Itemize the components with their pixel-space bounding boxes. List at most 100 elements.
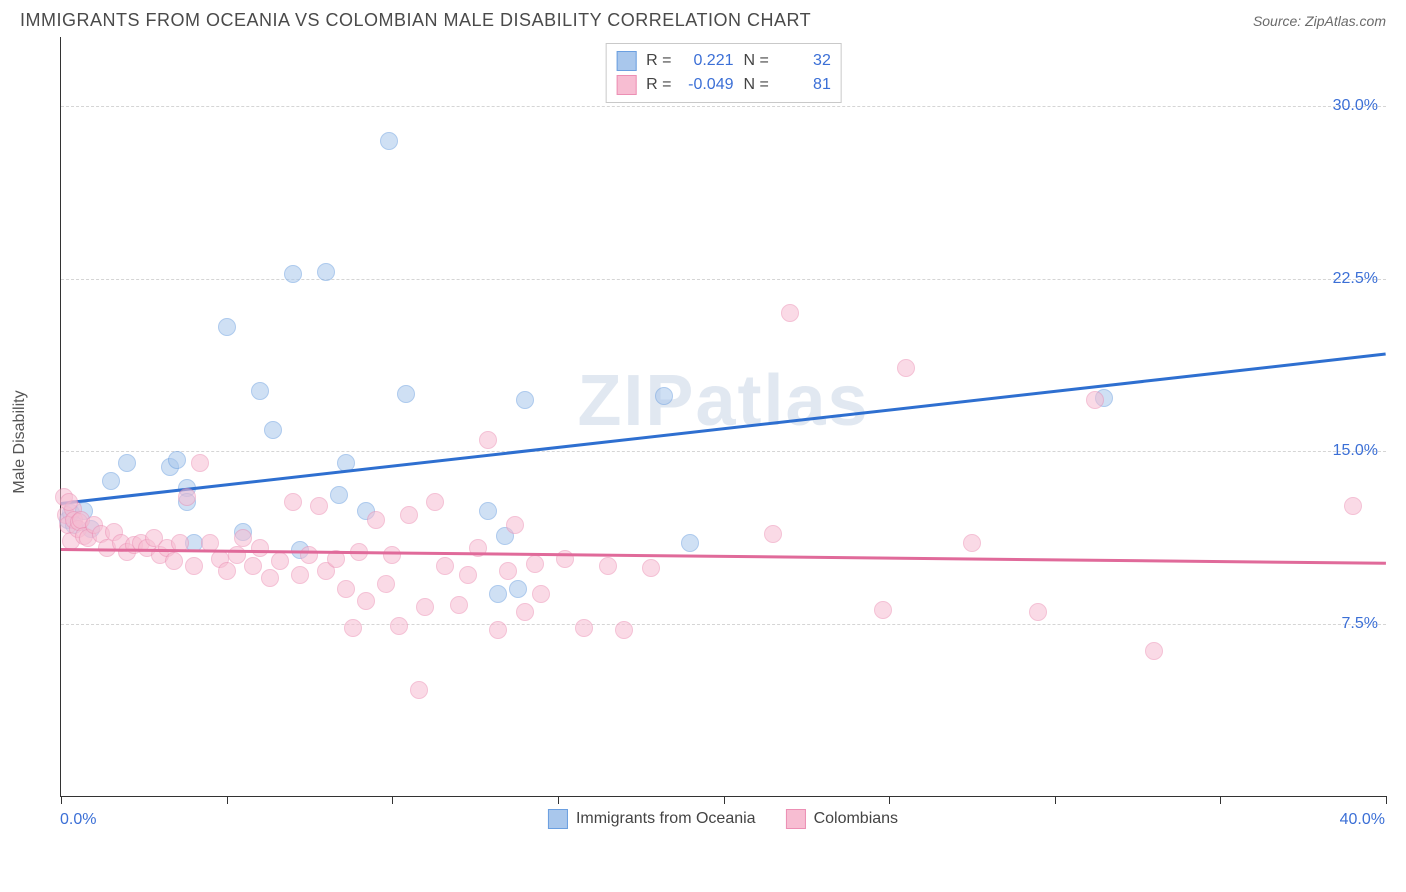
data-point bbox=[344, 619, 362, 637]
data-point bbox=[191, 454, 209, 472]
x-tick-label: 40.0% bbox=[1340, 811, 1385, 829]
data-point bbox=[218, 562, 236, 580]
data-point bbox=[390, 617, 408, 635]
data-point bbox=[426, 493, 444, 511]
legend-swatch bbox=[786, 809, 806, 829]
data-point bbox=[234, 529, 252, 547]
data-point bbox=[317, 263, 335, 281]
x-tick bbox=[558, 796, 559, 804]
y-tick-label: 30.0% bbox=[1333, 97, 1378, 115]
legend-swatch bbox=[616, 75, 636, 95]
x-tick bbox=[227, 796, 228, 804]
data-point bbox=[367, 511, 385, 529]
chart-source: Source: ZipAtlas.com bbox=[1253, 13, 1386, 29]
chart-title: IMMIGRANTS FROM OCEANIA VS COLOMBIAN MAL… bbox=[20, 10, 811, 31]
data-point bbox=[532, 585, 550, 603]
n-value: 32 bbox=[779, 52, 831, 70]
legend-stat-row: R = 0.221 N = 32 bbox=[616, 49, 831, 73]
x-tick bbox=[1386, 796, 1387, 804]
r-label: R = bbox=[646, 76, 671, 94]
legend-stat-row: R = -0.049 N = 81 bbox=[616, 73, 831, 97]
data-point bbox=[337, 580, 355, 598]
data-point bbox=[516, 391, 534, 409]
gridline bbox=[61, 624, 1386, 625]
data-point bbox=[118, 454, 136, 472]
data-point bbox=[479, 502, 497, 520]
data-point bbox=[102, 472, 120, 490]
legend-swatch bbox=[548, 809, 568, 829]
data-point bbox=[261, 569, 279, 587]
data-point bbox=[300, 546, 318, 564]
legend-series-label: Colombians bbox=[814, 810, 898, 828]
n-label: N = bbox=[744, 52, 769, 70]
data-point bbox=[575, 619, 593, 637]
source-name: ZipAtlas.com bbox=[1305, 13, 1386, 29]
regression-line bbox=[61, 352, 1386, 504]
correlation-legend: R = 0.221 N = 32 R = -0.049 N = 81 bbox=[605, 43, 842, 103]
data-point bbox=[681, 534, 699, 552]
series-legend: Immigrants from Oceania Colombians bbox=[548, 809, 898, 829]
data-point bbox=[185, 557, 203, 575]
gridline bbox=[61, 279, 1386, 280]
y-axis-label: Male Disability bbox=[11, 390, 29, 493]
n-value: 81 bbox=[779, 76, 831, 94]
data-point bbox=[284, 265, 302, 283]
y-tick-label: 7.5% bbox=[1342, 615, 1378, 633]
data-point bbox=[218, 318, 236, 336]
data-point bbox=[310, 497, 328, 515]
data-point bbox=[330, 486, 348, 504]
n-label: N = bbox=[744, 76, 769, 94]
data-point bbox=[1086, 391, 1104, 409]
y-tick-label: 22.5% bbox=[1333, 270, 1378, 288]
data-point bbox=[459, 566, 477, 584]
data-point bbox=[251, 382, 269, 400]
data-point bbox=[383, 546, 401, 564]
scatter-plot: ZIPatlas R = 0.221 N = 32 R = -0.049 N = 81 7.5… bbox=[60, 37, 1386, 797]
data-point bbox=[764, 525, 782, 543]
data-point bbox=[284, 493, 302, 511]
data-point bbox=[271, 552, 289, 570]
data-point bbox=[165, 552, 183, 570]
data-point bbox=[380, 132, 398, 150]
watermark: ZIPatlas bbox=[577, 360, 869, 442]
data-point bbox=[499, 562, 517, 580]
r-value: 0.221 bbox=[682, 52, 734, 70]
data-point bbox=[615, 621, 633, 639]
data-point bbox=[357, 592, 375, 610]
x-tick bbox=[889, 796, 890, 804]
data-point bbox=[60, 493, 78, 511]
data-point bbox=[397, 385, 415, 403]
data-point bbox=[178, 488, 196, 506]
data-point bbox=[599, 557, 617, 575]
data-point bbox=[410, 681, 428, 699]
x-tick bbox=[61, 796, 62, 804]
data-point bbox=[244, 557, 262, 575]
data-point bbox=[436, 557, 454, 575]
data-point bbox=[516, 603, 534, 621]
r-value: -0.049 bbox=[682, 76, 734, 94]
x-tick bbox=[1055, 796, 1056, 804]
gridline bbox=[61, 106, 1386, 107]
legend-series-label: Immigrants from Oceania bbox=[576, 810, 756, 828]
gridline bbox=[61, 451, 1386, 452]
data-point bbox=[489, 621, 507, 639]
source-prefix: Source: bbox=[1253, 13, 1305, 29]
data-point bbox=[506, 516, 524, 534]
x-tick bbox=[392, 796, 393, 804]
data-point bbox=[168, 451, 186, 469]
data-point bbox=[450, 596, 468, 614]
data-point bbox=[874, 601, 892, 619]
data-point bbox=[1029, 603, 1047, 621]
data-point bbox=[264, 421, 282, 439]
data-point bbox=[963, 534, 981, 552]
x-tick-label: 0.0% bbox=[60, 811, 96, 829]
data-point bbox=[377, 575, 395, 593]
data-point bbox=[897, 359, 915, 377]
data-point bbox=[489, 585, 507, 603]
r-label: R = bbox=[646, 52, 671, 70]
legend-series-item: Colombians bbox=[786, 809, 898, 829]
data-point bbox=[479, 431, 497, 449]
data-point bbox=[655, 387, 673, 405]
data-point bbox=[1344, 497, 1362, 515]
legend-swatch bbox=[616, 51, 636, 71]
